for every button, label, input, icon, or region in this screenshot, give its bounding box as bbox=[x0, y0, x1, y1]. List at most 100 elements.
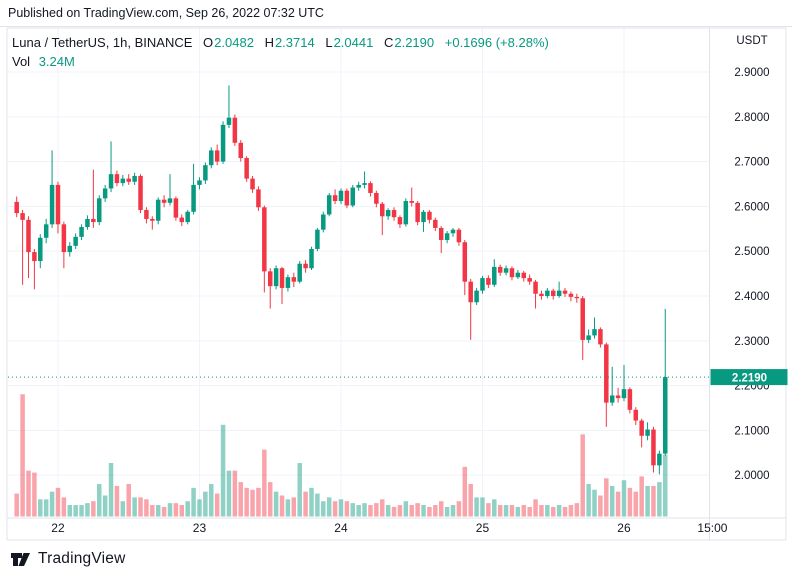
candle-body bbox=[657, 453, 662, 466]
volume-bar bbox=[527, 506, 532, 517]
tradingview-attribution[interactable]: TradingView bbox=[10, 547, 126, 571]
time-tick-label[interactable]: 15:00 bbox=[697, 521, 727, 535]
volume-bar bbox=[356, 505, 361, 517]
close-label: C bbox=[383, 35, 394, 50]
candle-body bbox=[545, 290, 550, 296]
volume-bar bbox=[138, 497, 143, 517]
volume-bar bbox=[91, 501, 96, 517]
candle-body bbox=[480, 278, 485, 291]
time-tick-label[interactable]: 25 bbox=[476, 521, 490, 535]
volume-bar bbox=[185, 501, 190, 517]
time-tick-label[interactable]: 22 bbox=[51, 521, 65, 535]
candle-body bbox=[474, 290, 479, 303]
time-tick-label[interactable]: 23 bbox=[193, 521, 207, 535]
candle-body bbox=[144, 209, 149, 219]
last-price-badge bbox=[710, 369, 788, 386]
candle-body bbox=[509, 268, 515, 278]
price-tick-label[interactable]: 2.8000 bbox=[734, 112, 769, 124]
volume-bar bbox=[663, 454, 668, 517]
candle-body bbox=[262, 207, 267, 272]
volume-bar bbox=[226, 470, 232, 517]
volume-bar bbox=[568, 505, 574, 517]
candle-body bbox=[562, 290, 568, 294]
candle-body bbox=[214, 150, 220, 162]
volume-bar bbox=[462, 466, 468, 517]
volume-bar bbox=[468, 484, 473, 517]
volume-bar bbox=[450, 505, 456, 517]
price-tick-label[interactable]: 2.3000 bbox=[734, 336, 769, 348]
candle-body bbox=[609, 395, 615, 403]
candle-body bbox=[67, 245, 73, 253]
candle-body bbox=[303, 263, 308, 269]
volume-bar bbox=[645, 485, 650, 517]
candle-body bbox=[79, 227, 84, 237]
time-tick-label[interactable]: 24 bbox=[334, 521, 348, 535]
price-tick-label[interactable]: 2.4000 bbox=[734, 291, 769, 303]
time-tick-label[interactable]: 26 bbox=[617, 521, 631, 535]
candle-body bbox=[503, 268, 509, 273]
candle-body bbox=[403, 201, 409, 225]
candle-body bbox=[468, 281, 473, 303]
candle-body bbox=[615, 395, 621, 399]
candle-body bbox=[108, 174, 114, 189]
volume-bar bbox=[150, 505, 155, 517]
candle-body bbox=[279, 268, 285, 288]
candle-body bbox=[191, 184, 196, 212]
volume-bar bbox=[651, 485, 656, 517]
candle-body bbox=[344, 190, 350, 206]
candle-body bbox=[663, 377, 668, 454]
volume-bar bbox=[38, 499, 43, 517]
candle-body bbox=[309, 248, 314, 269]
volume-bar bbox=[604, 478, 609, 517]
candle-body bbox=[362, 183, 367, 185]
volume-bar bbox=[391, 506, 397, 517]
volume-bar bbox=[486, 503, 491, 517]
volume-bar bbox=[238, 482, 243, 517]
volume-bar bbox=[385, 505, 391, 517]
candle-body bbox=[574, 296, 580, 299]
volume-bar bbox=[627, 487, 633, 517]
price-tick-label[interactable]: 2.5000 bbox=[734, 246, 769, 258]
volume-bar bbox=[126, 484, 131, 517]
volume-bar bbox=[492, 499, 497, 517]
candle-body bbox=[444, 233, 450, 240]
candle-body bbox=[627, 389, 633, 410]
low-value: 2.0441 bbox=[333, 35, 374, 50]
volume-bar bbox=[49, 491, 55, 517]
price-tick-label[interactable]: 2.7000 bbox=[734, 157, 769, 169]
volume-bar bbox=[114, 485, 120, 517]
candle-body bbox=[26, 219, 31, 253]
candle-body bbox=[321, 214, 326, 230]
candle-body bbox=[250, 178, 255, 190]
candle-body bbox=[598, 329, 603, 345]
volume-bar bbox=[556, 505, 562, 517]
candle-body bbox=[486, 278, 491, 285]
volume-bar bbox=[580, 434, 585, 517]
volume-bar bbox=[267, 482, 273, 517]
price-tick-label[interactable]: 2.6000 bbox=[734, 201, 769, 213]
price-axis-currency: USDT bbox=[736, 35, 767, 47]
candle-body bbox=[161, 199, 167, 203]
volume-bar bbox=[203, 491, 208, 517]
symbol-title[interactable]: Luna / TetherUS, 1h, BINANCE bbox=[12, 35, 193, 50]
volume-bar bbox=[657, 482, 662, 517]
candle-body bbox=[521, 272, 527, 279]
volume-bar bbox=[144, 499, 149, 517]
candle-body bbox=[220, 124, 226, 162]
price-tick-label[interactable]: 2.9000 bbox=[734, 67, 769, 79]
price-tick-label[interactable]: 2.0000 bbox=[734, 470, 769, 482]
volume-bar bbox=[421, 505, 426, 517]
candle-body bbox=[132, 175, 137, 182]
candle-body bbox=[55, 184, 61, 225]
candle-body bbox=[621, 389, 627, 399]
volume-bar bbox=[273, 491, 279, 517]
candle-body bbox=[539, 293, 544, 296]
candle-body bbox=[421, 211, 426, 223]
volume-bar bbox=[279, 495, 285, 517]
volume-bar bbox=[344, 501, 350, 517]
candle-body bbox=[391, 209, 397, 218]
candle-body bbox=[586, 335, 591, 340]
candle-body bbox=[291, 277, 297, 282]
price-tick-label[interactable]: 2.1000 bbox=[734, 425, 769, 437]
